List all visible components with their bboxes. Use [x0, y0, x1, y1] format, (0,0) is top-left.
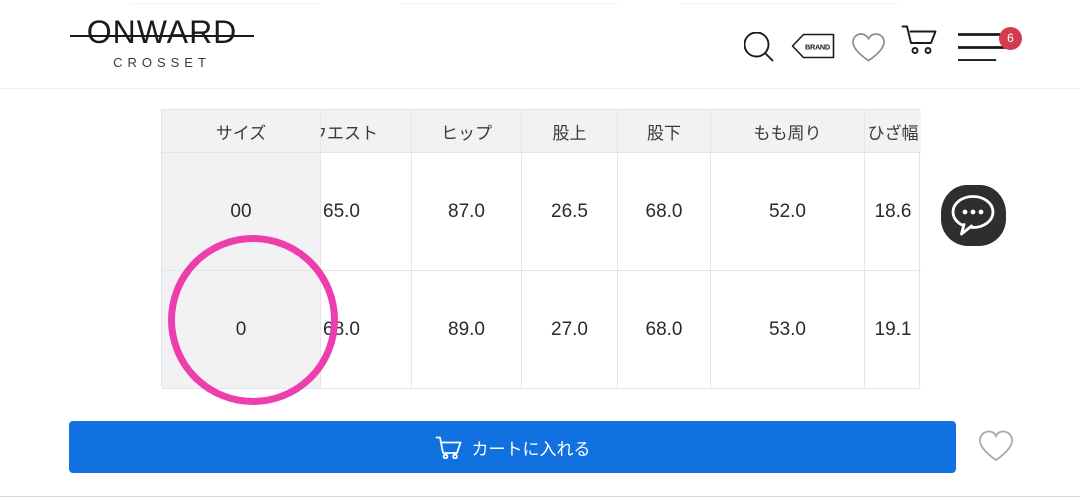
- svg-text:BRAND: BRAND: [805, 42, 830, 51]
